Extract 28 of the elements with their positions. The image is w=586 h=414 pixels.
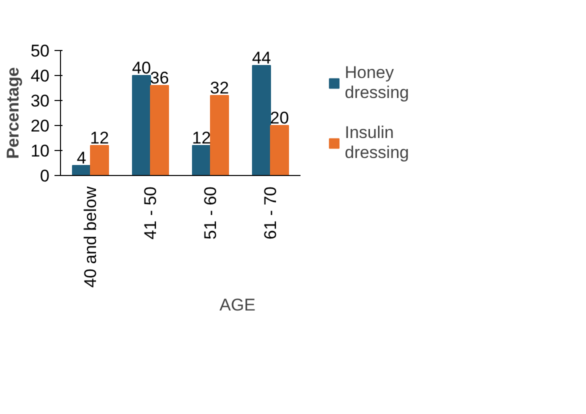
y-tick-label: 20 bbox=[30, 116, 50, 136]
bar bbox=[90, 145, 109, 176]
y-tick-label: 0 bbox=[40, 166, 50, 186]
data-label: 36 bbox=[150, 68, 169, 88]
bar bbox=[72, 165, 91, 176]
bar bbox=[150, 85, 169, 176]
data-label: 4 bbox=[76, 148, 86, 168]
bar bbox=[270, 125, 289, 176]
x-axis-title: AGE bbox=[220, 296, 256, 315]
y-tick-label: 40 bbox=[30, 66, 50, 86]
legend-label: Honey dressing bbox=[344, 62, 409, 102]
bar bbox=[210, 95, 229, 176]
y-tick-label: 30 bbox=[30, 92, 50, 110]
data-label: 44 bbox=[252, 48, 271, 68]
x-tick-label: 40 and below bbox=[81, 186, 100, 288]
data-label: 32 bbox=[210, 78, 229, 98]
legend-label: Insulin dressing bbox=[344, 122, 409, 162]
data-label: 40 bbox=[132, 58, 151, 78]
data-label: 12 bbox=[90, 128, 109, 148]
x-tick-label: 61 - 70 bbox=[261, 186, 280, 240]
x-tick-label: 51 - 60 bbox=[201, 186, 220, 240]
y-tick-label: 10 bbox=[30, 142, 50, 160]
bar bbox=[252, 65, 271, 176]
x-tick-label: 41 - 50 bbox=[141, 186, 160, 240]
bar bbox=[132, 75, 151, 176]
y-tick-label: 50 bbox=[30, 42, 50, 60]
y-axis-title: Percentage bbox=[4, 67, 23, 159]
bar bbox=[192, 145, 211, 176]
